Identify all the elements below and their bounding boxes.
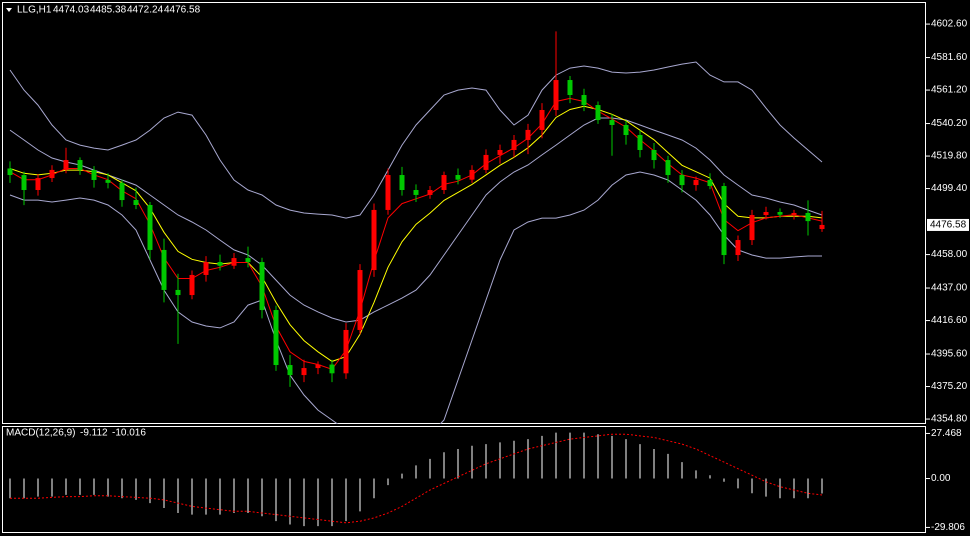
candle-body <box>203 262 209 275</box>
candle-body <box>119 182 125 201</box>
macd-title: MACD(12,26,9) <box>6 428 75 439</box>
candle-body <box>469 169 475 180</box>
indicator-line <box>9 105 823 362</box>
macd-readout: -9.112 <box>80 428 108 439</box>
candle-body <box>819 224 825 230</box>
y-tick-label: 27.468 <box>931 428 962 439</box>
candle-body <box>455 175 461 180</box>
candle-body <box>133 200 139 205</box>
y-tick-label: 4354.80 <box>931 414 968 425</box>
y-tick-label: 4561.20 <box>931 85 968 96</box>
candle-body <box>581 95 587 106</box>
candle-body <box>91 169 97 180</box>
candle-body <box>777 212 783 215</box>
candle-body <box>259 262 265 311</box>
candle-body <box>441 175 447 191</box>
y-tick-label: 4602.60 <box>931 19 968 30</box>
y-tick-label: 4519.80 <box>931 151 968 162</box>
candle-body <box>245 258 251 263</box>
price-axis: 4602.60 4581.60 4561.20 4540.20 4519.80 4499.… <box>926 19 969 533</box>
candle-body <box>539 109 545 130</box>
indicator-line <box>9 61 823 219</box>
candle-body <box>175 289 181 296</box>
signal-readout: -10.016 <box>112 428 146 439</box>
symbol-menu-icon[interactable] <box>6 8 12 12</box>
candle-body <box>693 179 699 186</box>
candle-body <box>357 270 363 330</box>
candle-body <box>525 129 531 140</box>
candle-body <box>217 262 223 266</box>
y-tick-label: 4540.20 <box>931 118 968 129</box>
candle-body <box>483 154 489 170</box>
candle-body <box>511 139 517 151</box>
candle-body <box>399 175 405 191</box>
candle-body <box>385 175 391 210</box>
low-readout: 4472.24 <box>127 5 164 16</box>
candle-body <box>49 169 55 179</box>
labels: LLG,H1 4474.03 4485.38 4472.24 4476.58 M… <box>6 5 201 439</box>
candle-body <box>637 135 643 151</box>
candle-body <box>77 160 83 170</box>
y-tick-label: 4416.60 <box>931 315 968 326</box>
signal-line <box>10 433 823 524</box>
open-readout: 4474.03 <box>53 5 90 16</box>
candle-body <box>287 365 293 376</box>
y-tick-label: 0.00 <box>931 473 951 484</box>
candle-body <box>707 179 713 187</box>
candle-body <box>735 240 741 256</box>
candle-body <box>231 258 237 266</box>
y-tick-label: 4458.00 <box>931 249 968 260</box>
candle-body <box>161 249 167 290</box>
indicator-line <box>9 117 823 323</box>
symbol-title: LLG,H1 <box>17 5 52 16</box>
candle-body <box>273 310 279 366</box>
candle-body <box>21 175 27 191</box>
candle-body <box>721 186 727 256</box>
indicator-line <box>9 171 822 424</box>
candle-body <box>105 179 111 183</box>
y-tick-label: 4375.20 <box>931 381 968 392</box>
candle-body <box>651 150 657 161</box>
y-tick-label: 4581.60 <box>931 52 968 63</box>
candle-body <box>595 105 601 121</box>
candle-body <box>679 175 685 186</box>
macd-panel-frame <box>2 426 926 533</box>
candle-body <box>427 190 433 195</box>
y-tick-label: -29.806 <box>931 522 965 533</box>
candle-body <box>329 364 335 374</box>
candle-body <box>567 80 573 96</box>
candle-body <box>315 364 321 369</box>
y-tick-label: 4395.60 <box>931 349 968 360</box>
y-tick-label: 4499.40 <box>931 183 968 194</box>
candle-body <box>413 190 419 195</box>
candle-body <box>749 215 755 241</box>
close-readout: 4476.58 <box>164 5 201 16</box>
candle-body <box>665 160 671 176</box>
candle-body <box>63 160 69 170</box>
candle-body <box>609 120 615 125</box>
candle-body <box>343 329 349 374</box>
candle-body <box>35 178 41 191</box>
candle-body <box>553 80 559 110</box>
candle-body <box>497 150 503 155</box>
candle-body <box>301 368 307 376</box>
candle-body <box>147 204 153 250</box>
high-readout: 4485.38 <box>90 5 127 16</box>
candle-body <box>805 212 811 222</box>
candle-body <box>763 212 769 216</box>
macd-plot <box>9 432 823 527</box>
candle-body <box>189 274 195 296</box>
main-plot <box>7 31 825 424</box>
candle-body <box>623 124 629 136</box>
candle-body <box>7 168 13 176</box>
main-panel-frame <box>2 2 926 424</box>
y-tick-label: 4437.00 <box>931 283 968 294</box>
candle-body <box>371 209 377 271</box>
current-price-box <box>927 218 969 231</box>
current-price-label: 4476.58 <box>930 220 967 231</box>
candle-body <box>791 212 797 215</box>
